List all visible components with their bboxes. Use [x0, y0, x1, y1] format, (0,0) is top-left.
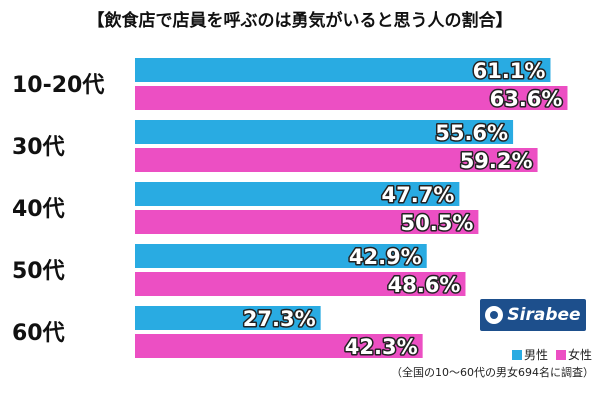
data-label: 61.1% — [473, 59, 546, 83]
chart-title: 【飲食店で店員を呼ぶのは勇気がいると思う人の割合】 — [87, 11, 513, 31]
bar-female — [135, 272, 466, 296]
legend-item-male: 男性 — [511, 346, 548, 363]
category-label: 60代 — [12, 321, 65, 346]
bar-male — [135, 244, 427, 268]
data-label: 42.3% — [345, 335, 418, 359]
footnote: （全国の10〜60代の男女694名に調査） — [391, 366, 594, 379]
sirabee-logo-icon — [485, 306, 504, 324]
category-label: 30代 — [12, 135, 65, 160]
data-label: 59.2% — [460, 149, 533, 173]
bar-male — [135, 182, 460, 206]
bar-female — [135, 148, 538, 172]
data-label: 42.9% — [349, 245, 422, 269]
legend-item-female: 女性 — [555, 346, 592, 363]
bar-female — [135, 86, 568, 110]
legend-label-female: 女性 — [567, 348, 592, 362]
legend-swatch-female — [555, 349, 566, 360]
bar-male — [135, 58, 551, 82]
legend-swatch-male — [511, 349, 522, 360]
bar-male — [135, 120, 514, 144]
category-label: 50代 — [12, 259, 65, 284]
legend-label-male: 男性 — [523, 348, 548, 362]
sirabee-logo: Sirabee — [480, 299, 586, 331]
data-label: 47.7% — [382, 183, 455, 207]
logo-text: Sirabee — [507, 305, 581, 325]
bar-female — [135, 210, 479, 234]
bar-male — [135, 306, 321, 330]
data-label: 63.6% — [490, 87, 563, 111]
category-label: 40代 — [12, 197, 65, 222]
data-label: 50.5% — [401, 211, 474, 235]
data-label: 27.3% — [243, 307, 316, 331]
category-label: 10-20代 — [12, 73, 104, 98]
data-label: 55.6% — [435, 121, 508, 145]
data-label: 48.6% — [388, 273, 461, 297]
bar-female — [135, 334, 423, 358]
legend: 男性 女性 — [511, 346, 592, 363]
